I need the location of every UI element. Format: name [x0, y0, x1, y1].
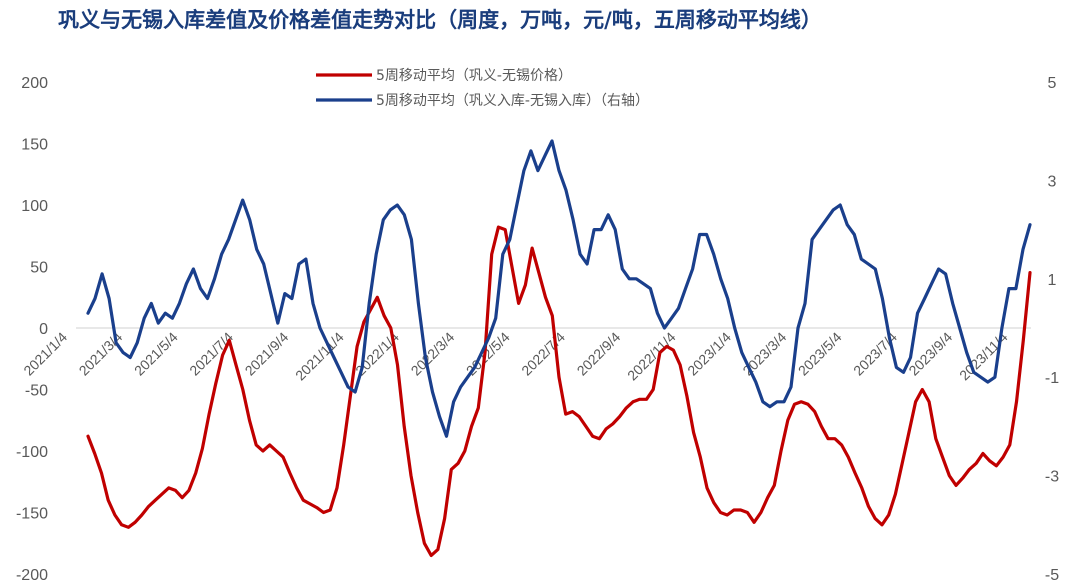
left-tick-label: -50: [25, 383, 48, 400]
series-line-2: [86, 139, 1032, 438]
right-y-axis: -5 -3 -1 1 3 5: [1045, 75, 1059, 582]
left-tick-label: -200: [16, 567, 48, 582]
left-tick-label: -150: [16, 506, 48, 523]
legend-label-1: 5周移动平均（巩义-无锡价格）: [376, 68, 572, 84]
x-tick-label: 2021/9/4: [242, 329, 292, 379]
x-tick-label: 2022/9/4: [574, 329, 624, 379]
right-tick-label: -3: [1045, 469, 1059, 486]
left-tick-label: -100: [16, 444, 48, 461]
right-tick-label: -5: [1045, 567, 1059, 582]
right-tick-label: -1: [1045, 370, 1059, 387]
right-tick-label: 3: [1048, 173, 1057, 190]
x-tick-label: 2022/7/4: [518, 329, 568, 379]
left-tick-label: 0: [39, 321, 48, 338]
legend: 5周移动平均（巩义-无锡价格） 5周移动平均（巩义入库-无锡入库）（右轴）: [316, 68, 649, 109]
left-tick-label: 100: [21, 198, 48, 215]
x-tick-label: 2022/3/4: [408, 329, 458, 379]
x-tick-label: 2023/3/4: [739, 329, 789, 379]
left-tick-label: 50: [30, 260, 48, 277]
left-tick-label: 200: [21, 75, 48, 92]
legend-label-2: 5周移动平均（巩义入库-无锡入库）（右轴）: [376, 93, 649, 109]
x-tick-label: 2021/3/4: [76, 329, 126, 379]
chart-title: 巩义与无锡入库差值及价格差值走势对比（周度，万吨，元/吨，五周移动平均线）: [58, 7, 822, 32]
x-tick-label: 2023/1/4: [684, 329, 734, 379]
x-tick-label: 2021/11/4: [292, 329, 347, 384]
right-tick-label: 5: [1048, 75, 1057, 92]
x-tick-label: 2021/7/4: [186, 329, 236, 379]
x-axis: 2021/1/4 2021/3/4 2021/5/4 2021/7/4 2021/9/4…: [20, 329, 1010, 384]
x-tick-label: 2023/11/4: [956, 329, 1011, 384]
left-tick-label: 150: [21, 137, 48, 154]
series-layer: [86, 139, 1032, 558]
left-y-axis: -200 -150 -100 -50 0 50 100 150 200: [16, 75, 48, 582]
x-tick-label: 2022/11/4: [624, 329, 679, 384]
right-tick-label: 1: [1048, 272, 1057, 289]
series-line-1: [86, 225, 1032, 558]
x-tick-label: 2023/5/4: [795, 329, 845, 379]
